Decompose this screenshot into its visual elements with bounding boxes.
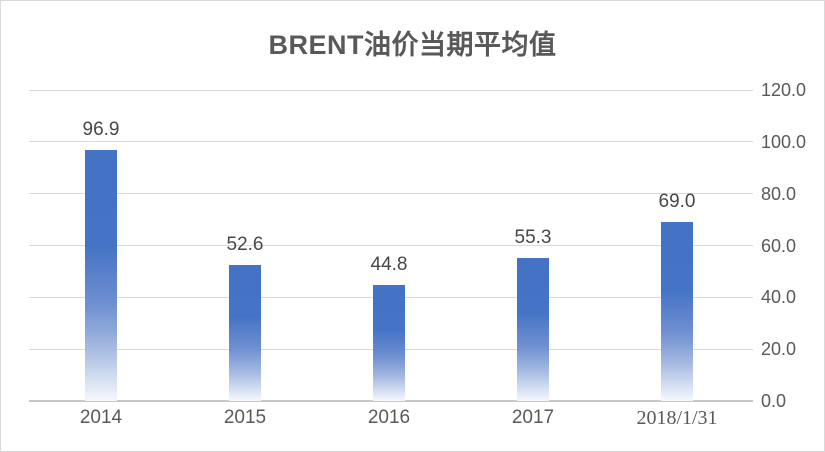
bar: [229, 264, 261, 401]
bar-data-label: 55.3: [514, 226, 552, 248]
value-axis-tick-label: 60.0: [761, 235, 797, 256]
bar: [85, 149, 117, 401]
gridline: [29, 193, 753, 195]
bar: [517, 257, 549, 401]
bar-data-label: 52.6: [226, 233, 264, 255]
plot-area: 96.9 52.6 44.8 55.3 69.0: [29, 89, 753, 402]
gridline: [29, 89, 753, 91]
bar-data-label: 44.8: [370, 253, 408, 275]
value-axis-tick-label: 0.0: [761, 391, 787, 411]
bar-data-label: 69.0: [658, 191, 696, 213]
value-axis-tick-label: 80.0: [761, 183, 797, 204]
category-axis-label: 2018/1/31: [636, 407, 718, 429]
bar: [661, 222, 693, 401]
value-axis-tick-label: 20.0: [761, 339, 797, 360]
category-axis-label: 2014: [79, 407, 123, 428]
value-axis-tick-label: 100.0: [761, 131, 807, 152]
category-axis-label: 2015: [223, 407, 267, 428]
bar-slot: 52.6: [173, 90, 317, 401]
bar: [373, 284, 405, 401]
bar-slot: 44.8: [317, 90, 461, 401]
category-axis-label: 2017: [511, 407, 555, 428]
value-axis-tick-label: 120.0: [761, 80, 807, 100]
category-axis-label: 2016: [367, 407, 411, 428]
category-axis-line: [29, 400, 753, 402]
bar-slot: 69.0: [605, 90, 749, 401]
chart-title: BRENT油价当期平均值: [268, 30, 557, 60]
bar-slot: 96.9: [29, 90, 173, 401]
gridline: [29, 141, 753, 143]
value-axis-tick-label: 40.0: [761, 287, 797, 308]
bar-slot: 55.3: [461, 90, 605, 401]
bar-data-label: 96.9: [82, 118, 120, 140]
gridline: [29, 245, 753, 246]
